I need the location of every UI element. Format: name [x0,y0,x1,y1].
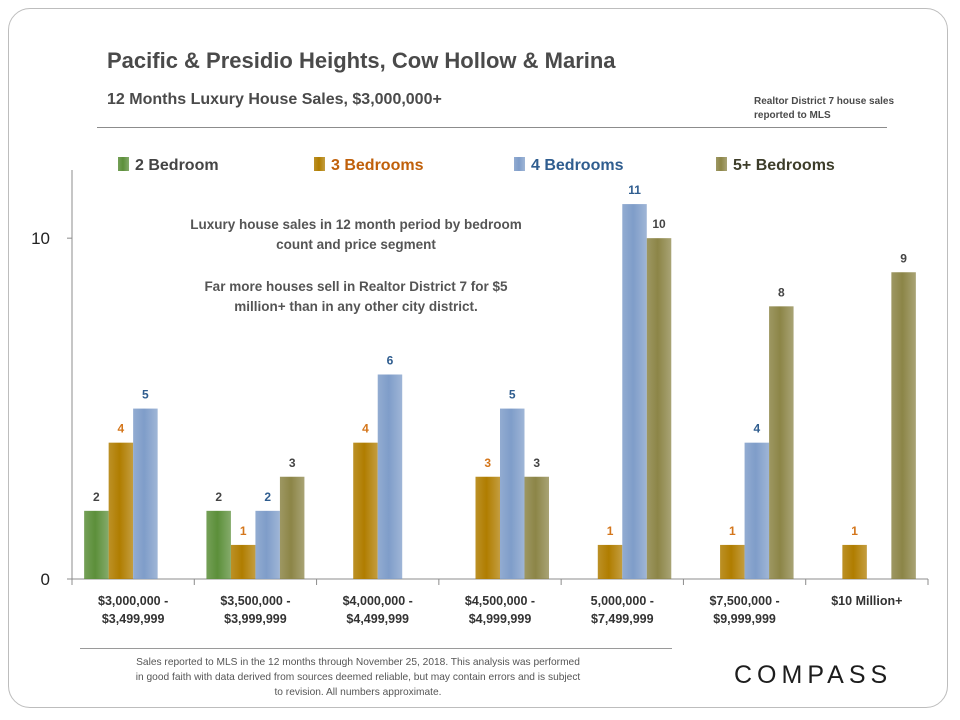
x-tick-label: $4,000,000 - [343,594,413,608]
bar [377,374,403,579]
page-title: Pacific & Presidio Heights, Cow Hollow &… [107,48,616,73]
bar [84,510,109,579]
data-label: 1 [851,524,858,538]
source-note: Realtor District 7 house sales reported … [754,96,895,121]
legend-label: 3 Bedrooms [331,157,424,174]
bar [353,442,378,579]
bar [500,408,525,579]
bar [279,476,305,579]
data-label: 3 [484,456,491,470]
annotation-line-1: Luxury house sales in 12 month period by… [190,217,522,232]
disclaimer: Sales reported to MLS in the 12 months t… [80,655,636,700]
bar [255,510,280,579]
x-tick-label: $3,500,000 - [220,594,290,608]
legend-swatch [716,157,727,171]
bar [842,544,867,579]
data-label: 5 [509,388,516,402]
data-label: 3 [289,456,296,470]
legend-swatch [514,157,525,171]
bar [646,238,672,579]
legend-label: 5+ Bedrooms [733,157,835,174]
data-label: 4 [118,422,125,436]
x-tick-label: $9,999,999 [713,612,776,626]
bar [891,272,916,579]
header-divider [97,127,887,128]
annotation-line-4: million+ than in any other city district… [234,299,477,314]
x-tick-label: $7,499,999 [591,612,654,626]
x-tick-label: $7,500,000 - [709,594,779,608]
annotation-line-3: Far more houses sell in Realtor District… [204,279,508,294]
x-tick-label: $4,999,999 [469,612,532,626]
x-tick-label: $3,000,000 - [98,594,168,608]
data-label: 1 [607,524,614,538]
data-label: 11 [628,183,641,197]
bar [744,442,770,579]
disclaimer-line-2: in good faith with data derived from sou… [135,672,581,683]
bar [524,476,549,579]
chart-x-tick-labels: $3,000,000 - $3,499,999 $3,500,000 - $3,999… [98,594,902,626]
data-label: 5 [142,388,149,402]
legend-label: 2 Bedroom [135,157,219,174]
data-label: 2 [93,490,100,504]
bar [769,306,794,579]
x-tick-label: $4,499,999 [346,612,409,626]
bar [597,544,623,579]
bar [206,510,231,579]
data-label: 3 [533,456,540,470]
x-tick-label: $10 Million+ [831,594,902,608]
data-label: 2 [264,490,271,504]
bar [622,204,647,580]
disclaimer-line-3: to revision. All numbers approximate. [274,687,442,698]
data-label: 6 [387,354,394,368]
data-label: 2 [215,490,222,504]
compass-logo: COMPASS [734,661,893,689]
footer-divider [80,648,672,649]
legend-swatch [314,157,325,171]
chart-bars [84,204,916,580]
bar [230,544,256,579]
page-subtitle: 12 Months Luxury House Sales, $3,000,000… [107,91,442,108]
bar [108,442,134,579]
x-tick-label: $4,500,000 - [465,594,535,608]
legend-label: 4 Bedrooms [531,157,624,174]
disclaimer-line-1: Sales reported to MLS in the 12 months t… [136,657,580,668]
data-label: 4 [753,422,760,436]
bar [133,408,158,579]
data-label: 9 [900,251,907,265]
slide-frame [8,8,948,708]
bar [475,476,500,579]
x-tick-label: 5,000,000 - [591,594,654,608]
y-tick-label: 0 [41,570,50,589]
data-label: 10 [652,217,666,231]
data-label: 8 [778,285,785,299]
legend-swatch [118,157,129,171]
chart-legend: 2 Bedroom 3 Bedrooms 4 Bedrooms 5+ Bedrooms [118,157,835,174]
y-tick-label: 10 [31,229,50,248]
data-label: 4 [362,422,369,436]
data-label: 1 [729,524,736,538]
bar [720,544,745,579]
data-label: 1 [240,524,247,538]
annotation-line-2: count and price segment [276,237,436,252]
x-tick-label: $3,499,999 [102,612,165,626]
x-tick-label: $3,999,999 [224,612,287,626]
